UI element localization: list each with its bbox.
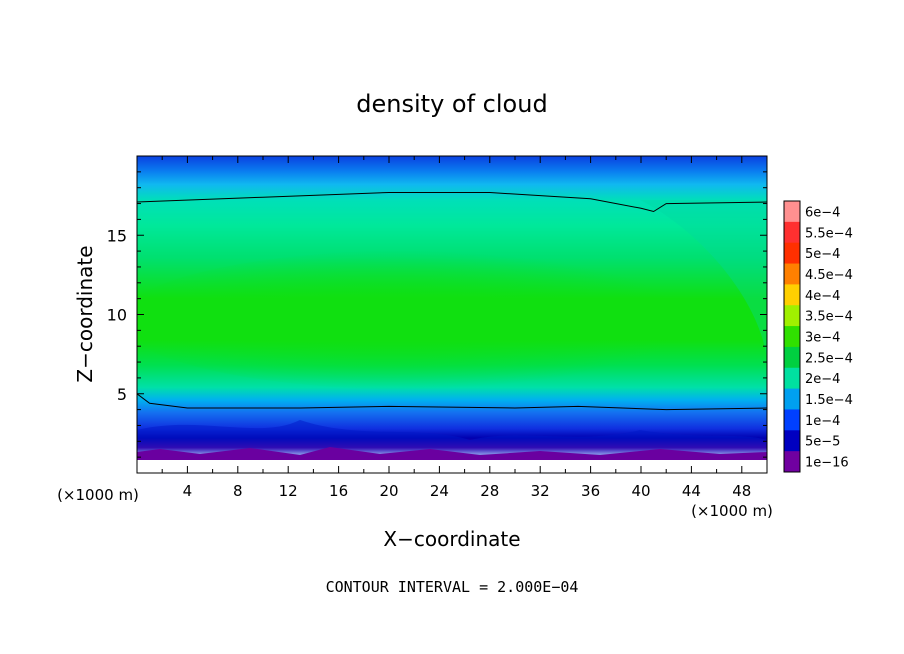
x-axis-label: X−coordinate xyxy=(383,527,520,551)
colorbar-label: 1.5e−4 xyxy=(805,393,853,408)
chart-title: density of cloud xyxy=(356,90,547,118)
x-tick-label: 36 xyxy=(581,482,600,500)
heatmap-field xyxy=(137,156,767,473)
x-axis: 4 8 12 16 20 24 28 32 36 40 44 48 xyxy=(161,156,751,500)
colorbar-swatch xyxy=(784,242,800,265)
y-tick-label: 5 xyxy=(117,385,127,404)
y-axis-label: Z−coordinate xyxy=(73,245,97,382)
field-lower-bump xyxy=(137,420,767,460)
colorbar-label: 3e−4 xyxy=(805,331,840,346)
x-tick-label: 28 xyxy=(480,482,499,500)
field-right-plume xyxy=(640,200,767,360)
x-tick-label: 4 xyxy=(183,482,193,500)
colorbar-label: 5.5e−4 xyxy=(805,226,853,241)
colorbar-swatch xyxy=(784,201,800,223)
colorbar-swatch xyxy=(784,305,800,327)
colorbar-label: 3.5e−4 xyxy=(805,310,853,325)
y-axis: 5 10 15 xyxy=(107,171,767,458)
colorbar: 6e−4 5.5e−4 5e−4 4.5e−4 4e−4 3.5e−4 3e−4 2.5e−4… xyxy=(783,200,853,473)
colorbar-swatch xyxy=(784,263,800,285)
colorbar-label: 4.5e−4 xyxy=(805,268,853,283)
x-tick-label: 20 xyxy=(379,482,398,500)
x-tick-label: 16 xyxy=(329,482,348,500)
colorbar-label: 2e−4 xyxy=(805,372,840,387)
colorbar-swatch xyxy=(784,367,800,390)
colorbar-label: 4e−4 xyxy=(805,289,840,304)
y-tick-label: 10 xyxy=(107,306,127,325)
colorbar-swatch xyxy=(784,409,800,431)
colorbar-label: 5e−5 xyxy=(805,435,840,450)
x-tick-label: 24 xyxy=(430,482,449,500)
colorbar-swatch xyxy=(784,284,800,306)
field-core xyxy=(137,250,720,390)
contour-lines xyxy=(136,192,768,411)
colorbar-swatch xyxy=(784,221,800,244)
x-tick-label: 44 xyxy=(682,482,701,500)
y-tick-label: 15 xyxy=(107,226,127,245)
x-tick-label: 48 xyxy=(732,482,751,500)
contour-interval-note: CONTOUR INTERVAL = 2.000E−04 xyxy=(326,578,579,596)
x-tick-label: 40 xyxy=(631,482,650,500)
colorbar-swatch xyxy=(784,346,800,369)
x-tick-label: 12 xyxy=(279,482,298,500)
x-tick-label: 8 xyxy=(233,482,243,500)
field-bottom-band xyxy=(137,447,767,460)
colorbar-swatch xyxy=(784,388,800,410)
colorbar-swatch xyxy=(784,430,800,452)
x-unit-right: (×1000 m) xyxy=(691,502,773,520)
contour-line xyxy=(136,393,768,411)
x-unit-left: (×1000 m) xyxy=(57,486,139,504)
colorbar-frame xyxy=(783,200,801,473)
colorbar-label: 1e−4 xyxy=(805,414,840,429)
colorbar-label: 5e−4 xyxy=(805,247,840,262)
colorbar-label: 2.5e−4 xyxy=(805,351,853,366)
colorbar-swatch xyxy=(784,326,800,348)
contour-line xyxy=(136,192,768,213)
x-tick-label: 32 xyxy=(531,482,550,500)
colorbar-swatch xyxy=(784,451,800,473)
colorbar-label: 6e−4 xyxy=(805,205,840,220)
colorbar-label: 1e−16 xyxy=(805,456,849,471)
